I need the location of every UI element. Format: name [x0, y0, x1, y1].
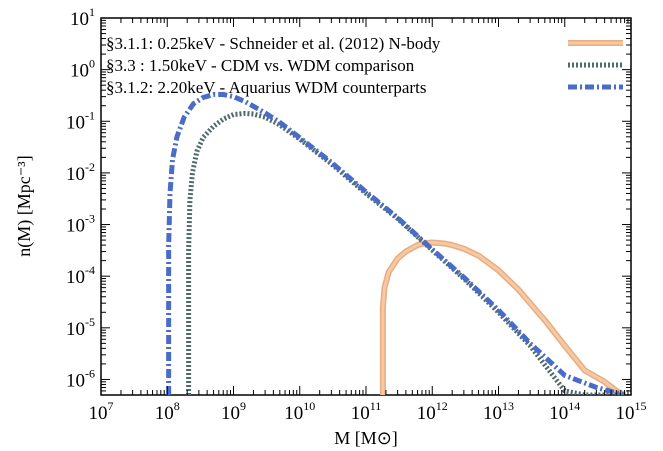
x-tick-label: 107	[89, 399, 114, 424]
y-tick-labels: 101 100 10-1 10-2 10-3 10-4 10-5 10-6	[66, 5, 95, 391]
legend-label-1: §3.1.1: 0.25keV - Schneider et al. (2012…	[106, 34, 441, 53]
legend-label-3: §3.1.2: 2.20keV - Aquarius WDM counterpa…	[106, 78, 426, 97]
plot-area	[100, 17, 632, 396]
y-tick-label: 101	[70, 5, 95, 30]
legend-label-2: §3.3 : 1.50keV - CDM vs. WDM comparison	[106, 56, 415, 75]
x-tick-label: 1013	[483, 399, 514, 424]
x-tick-label: 1010	[284, 399, 315, 424]
y-tick-label: 10-1	[66, 108, 95, 133]
series-layer	[166, 92, 626, 395]
y-tick-label: 100	[70, 57, 95, 82]
y-tick-label: 10-6	[66, 366, 95, 391]
legend: §3.1.1: 0.25keV - Schneider et al. (2012…	[106, 34, 623, 97]
x-tick-label: 1014	[549, 399, 580, 424]
y-axis-label: n(M) [Mpc⁻³]	[14, 155, 35, 256]
y-tick-label: 10-5	[66, 315, 95, 340]
x-tick-labels: 107 108 109 1010 1011 1012 1013 1014 1015	[89, 399, 647, 424]
ticks-layer	[100, 17, 632, 396]
x-tick-label: 1012	[417, 399, 448, 424]
series-line-1	[381, 240, 626, 395]
y-tick-label: 10-3	[66, 212, 95, 237]
x-tick-label: 108	[155, 399, 180, 424]
x-tick-label: 1011	[351, 399, 382, 424]
x-tick-label: 109	[221, 399, 246, 424]
y-tick-label: 10-4	[66, 263, 95, 288]
series-line-3	[166, 92, 626, 395]
x-tick-label: 1015	[616, 399, 647, 424]
y-tick-label: 10-2	[66, 160, 95, 185]
x-axis-label: M [M⊙]	[334, 428, 398, 448]
series-line-2	[186, 110, 625, 395]
